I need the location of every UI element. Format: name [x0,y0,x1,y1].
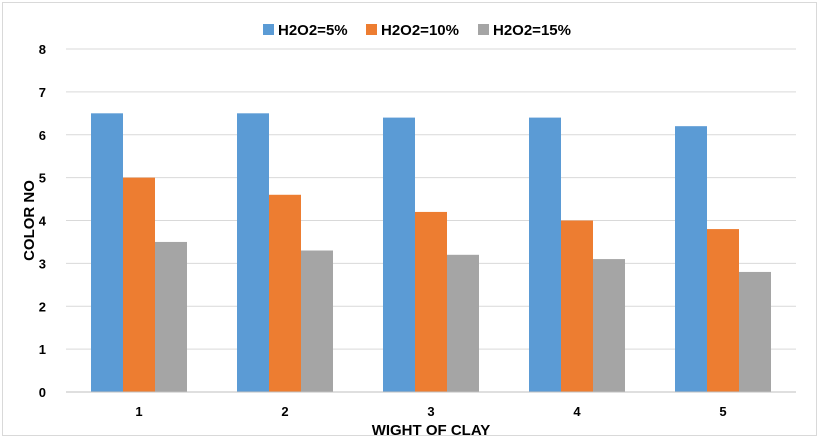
y-tick-label: 7 [39,85,46,100]
bar [675,126,707,393]
gridlines [66,48,796,350]
bar [593,259,625,392]
x-tick-label: 1 [135,404,142,419]
legend-swatch [263,24,274,35]
bar [415,211,447,392]
bar [155,241,187,392]
y-axis-ticks: 0 1 2 3 4 5 6 7 8 [39,42,47,400]
x-tick-label: 4 [573,404,581,419]
legend-swatch [478,24,489,35]
x-axis-ticks: 1 2 3 4 5 [135,404,726,419]
bar [529,117,561,392]
legend-label: H2O2=5% [278,22,348,39]
legend-swatch [366,24,377,35]
y-tick-label: 0 [39,385,46,400]
legend-label: H2O2=15% [493,22,571,39]
bar [707,229,739,392]
y-tick-label: 3 [39,256,46,271]
y-tick-label: 6 [39,128,46,143]
bar [237,113,269,392]
y-tick-label: 4 [39,214,47,229]
bar [269,194,301,392]
bars [91,113,771,393]
bar [301,250,333,392]
x-tick-label: 5 [719,404,726,419]
y-axis-title: COLOR NO [21,180,38,261]
bar [561,220,593,392]
y-tick-label: 2 [39,299,46,314]
bar [739,271,771,392]
bar [447,254,479,392]
y-tick-label: 8 [39,42,46,57]
legend: H2O2=5% H2O2=10% H2O2=15% [263,22,571,39]
y-tick-label: 5 [39,171,46,186]
x-axis-title: WIGHT OF CLAY [372,422,491,439]
x-tick-label: 3 [427,404,434,419]
bar [123,177,155,392]
y-tick-label: 1 [39,342,46,357]
bar [383,117,415,392]
x-tick-label: 2 [281,404,288,419]
bar [91,113,123,392]
legend-label: H2O2=10% [381,22,459,39]
